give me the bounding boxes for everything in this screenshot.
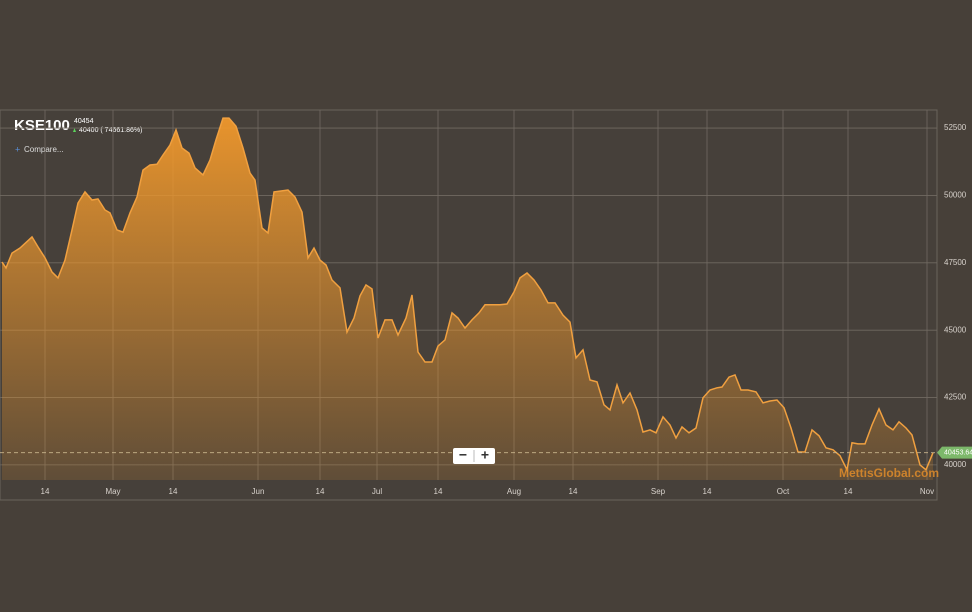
y-tick-label: 45000 [944, 325, 967, 334]
last-price-tag [937, 446, 972, 459]
x-tick-label: 14 [169, 487, 178, 496]
x-tick-label: Jul [372, 487, 382, 496]
watermark: MettisGlobal.com [839, 466, 939, 480]
compare-plus[interactable]: + [15, 144, 20, 154]
compare-button[interactable]: Compare... [24, 145, 64, 154]
up-arrow [73, 128, 76, 132]
x-tick-label: Aug [507, 487, 521, 496]
x-tick-label: Nov [920, 487, 934, 496]
y-tick-label: 50000 [944, 191, 967, 200]
zoom-in-button[interactable]: + [481, 447, 489, 463]
y-tick-label: 42500 [944, 393, 967, 402]
x-tick-label: May [105, 487, 120, 496]
zoom-out-button[interactable]: − [459, 447, 467, 463]
x-tick-label: 14 [703, 487, 712, 496]
area [2, 118, 933, 480]
chart-title: KSE100 [14, 117, 70, 134]
header-change: 40400 ( 74661.86%) [79, 127, 142, 134]
x-tick-label: 14 [316, 487, 325, 496]
y-tick-label: 40000 [944, 460, 967, 469]
x-tick-label: 14 [41, 487, 50, 496]
x-tick-label: Jun [252, 487, 265, 496]
x-tick-label: Oct [777, 487, 790, 496]
line [1, 117, 934, 473]
header-value: 40454 [74, 118, 94, 125]
last-price-label: 40453.64 [944, 450, 972, 457]
x-tick-label: 14 [434, 487, 443, 496]
x-tick-label: 14 [844, 487, 853, 496]
x-tick-label: Sep [651, 487, 666, 496]
y-tick-label: 47500 [944, 258, 967, 267]
y-tick-label: 52500 [944, 123, 967, 132]
x-tick-label: 14 [569, 487, 578, 496]
